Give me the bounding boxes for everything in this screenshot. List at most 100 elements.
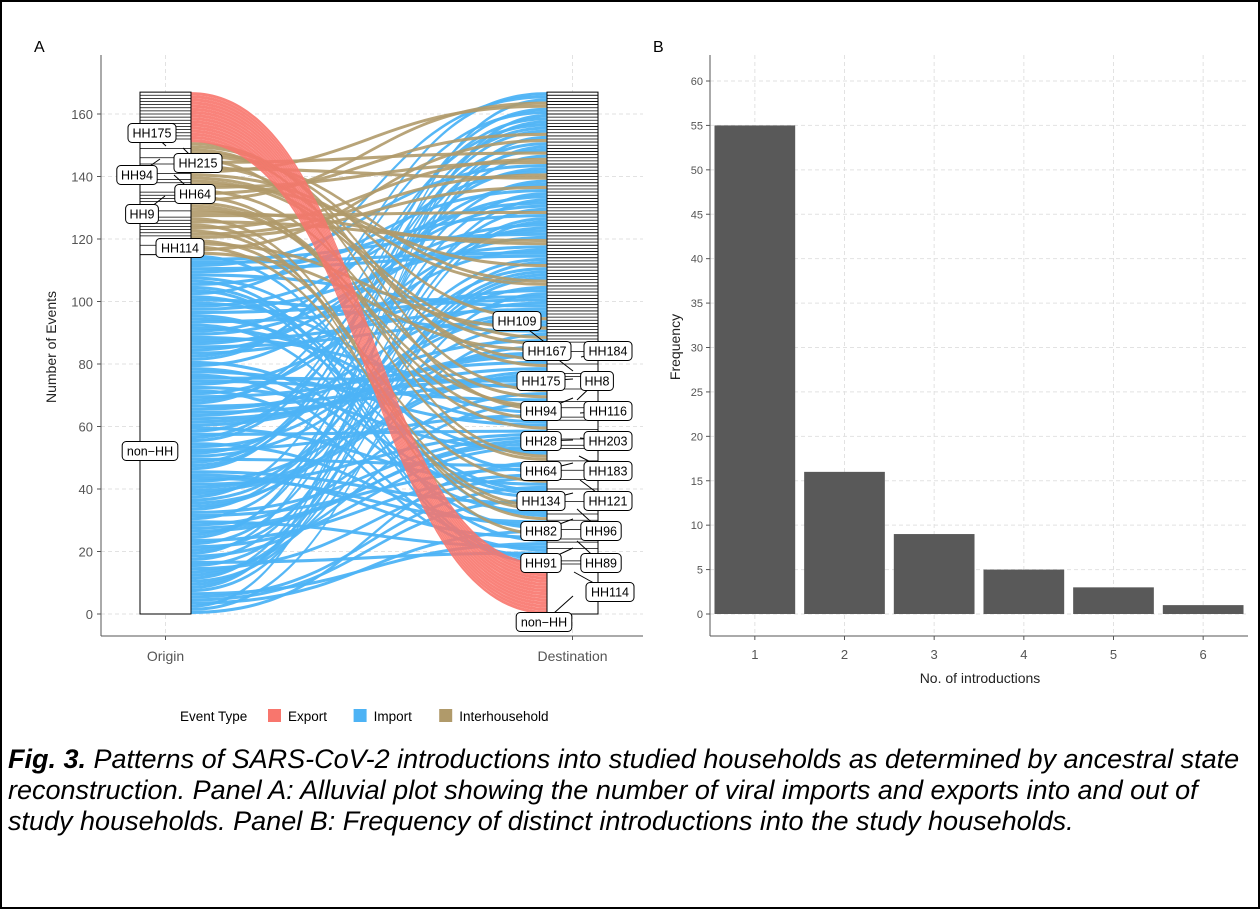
panel-a-y-tick-label: 0 <box>86 607 93 622</box>
label-box <box>580 521 622 541</box>
flow-import <box>191 279 547 561</box>
flow-export <box>191 117 547 593</box>
label-text: HH109 <box>498 315 537 329</box>
panel-a-axes: 0 20 40 60 80 100 120 140 160 Origin Destination <box>71 55 643 664</box>
flow-export <box>191 126 547 602</box>
flow-import <box>191 267 547 496</box>
panel-b-x-tick-label: 4 <box>1020 647 1027 662</box>
flow-import <box>191 432 547 486</box>
label-box <box>583 491 633 511</box>
flow-interhousehold <box>191 189 547 399</box>
flow-interhousehold <box>191 185 547 239</box>
flow-interhousehold <box>191 242 547 330</box>
flow-interhousehold <box>191 154 547 283</box>
flow-export <box>191 98 547 574</box>
flow-interhousehold <box>191 145 547 368</box>
flow-import <box>191 292 547 611</box>
label-text: HH183 <box>589 465 628 479</box>
label-text: non−HH <box>521 616 567 630</box>
bar <box>714 125 796 615</box>
flow-interhousehold <box>191 148 547 411</box>
panel-a-y-tick-label: 40 <box>79 482 93 497</box>
panel-b-y-tick-label: 5 <box>697 565 703 577</box>
flow-export <box>191 120 547 596</box>
flow-import <box>191 123 547 405</box>
flow-import <box>191 476 547 524</box>
panel-b-xlabel: No. of introductions <box>920 670 1041 686</box>
bar <box>893 534 975 614</box>
flow-import <box>191 520 547 549</box>
flow-interhousehold <box>191 132 547 196</box>
label-text: HH28 <box>525 435 557 449</box>
legend: Event Type Export Import Interhousehold <box>180 709 549 724</box>
label-text: HH64 <box>179 188 211 202</box>
label-text: HH116 <box>589 405 627 419</box>
flow-import <box>191 170 547 333</box>
flow-interhousehold <box>191 176 547 339</box>
label-box <box>580 553 622 573</box>
label-box <box>583 431 633 451</box>
label-text: HH89 <box>585 557 617 571</box>
flow-import <box>191 476 547 571</box>
label-text: HH121 <box>589 495 628 509</box>
flow-import <box>191 220 547 593</box>
flow-interhousehold <box>191 223 547 536</box>
flow-import <box>191 273 547 308</box>
label-box <box>121 441 179 461</box>
panel-b-y-tick-label: 45 <box>691 209 703 221</box>
flow-import <box>191 192 547 521</box>
flow-import <box>191 542 547 596</box>
label-text: HH203 <box>589 435 628 449</box>
label-box <box>125 204 159 224</box>
flow-export <box>191 107 547 583</box>
flow-import <box>191 201 547 308</box>
label-text: HH134 <box>522 495 561 509</box>
flow-export <box>191 101 547 577</box>
flow-interhousehold <box>191 101 547 202</box>
legend-swatch-import <box>353 709 367 722</box>
flow-interhousehold <box>191 217 547 521</box>
label-box <box>515 612 573 632</box>
panel-b-x-tick-label: 6 <box>1200 647 1207 662</box>
panel-b-y-tick-label: 55 <box>691 120 703 132</box>
flow-interhousehold <box>191 204 547 430</box>
label-box <box>116 165 158 185</box>
flow-import <box>191 129 547 499</box>
legend-title: Event Type <box>180 709 247 724</box>
panel-a-x-tick-label: Origin <box>147 648 184 664</box>
label-text: HH82 <box>525 525 557 539</box>
flow-import <box>191 245 547 311</box>
panel-a-y-tick-label: 120 <box>71 232 93 247</box>
flow-import <box>191 379 547 402</box>
bar <box>1162 605 1244 614</box>
label-box <box>522 341 572 361</box>
label-text: HH91 <box>525 557 557 571</box>
label-box <box>583 401 633 421</box>
flow-import <box>191 189 547 286</box>
label-text: HH215 <box>179 157 218 171</box>
flow-import <box>191 285 547 543</box>
flow-import <box>191 367 547 514</box>
panel-a-ylabel: Number of Events <box>43 291 59 403</box>
label-box <box>516 491 566 511</box>
flow-import <box>191 360 547 499</box>
flow-import <box>191 332 547 574</box>
label-text: HH94 <box>525 405 557 419</box>
flow-interhousehold <box>191 173 547 236</box>
panel-b-y-tick-label: 40 <box>691 254 703 266</box>
label-box <box>516 371 566 391</box>
flow-import <box>191 373 547 552</box>
panel-a-y-tick-label: 140 <box>71 170 93 185</box>
flow-import <box>191 498 547 602</box>
label-text: HH184 <box>589 345 628 359</box>
alluvial-labels: HH175 HH215 HH94 HH64 HH9 HH114 non−HH HH109 HH1… <box>116 123 635 632</box>
flow-import <box>191 473 547 543</box>
flow-import <box>191 445 547 549</box>
flow-import <box>191 295 547 493</box>
flow-interhousehold <box>191 157 547 230</box>
flow-export <box>191 139 547 614</box>
flow-import <box>191 529 547 605</box>
label-box <box>580 371 614 391</box>
